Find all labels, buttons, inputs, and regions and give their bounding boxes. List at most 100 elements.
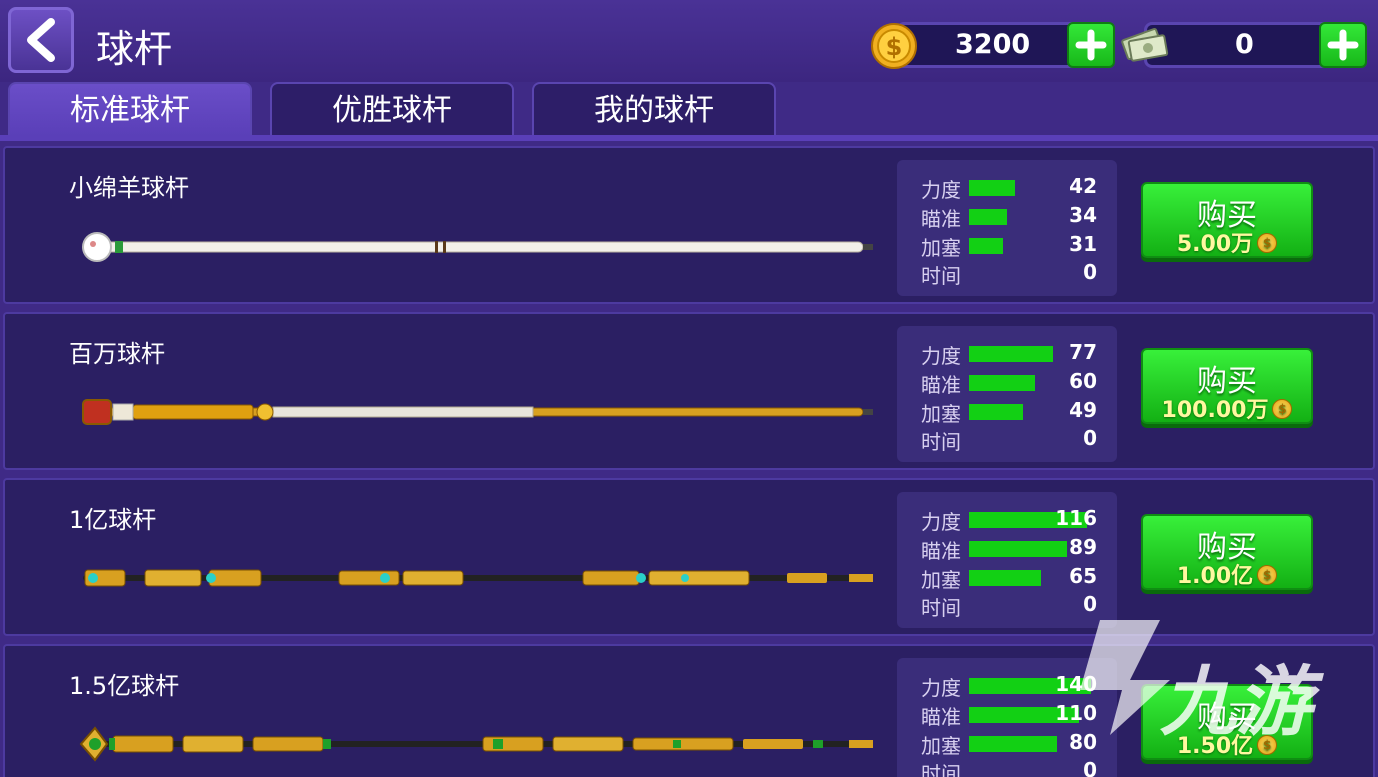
buy-button[interactable]: 购买 100.00万 $ [1141, 348, 1313, 424]
stat-label: 力度 [921, 510, 961, 534]
coin-icon: $ [871, 23, 917, 69]
stat-value: 0 [1083, 592, 1097, 616]
cue-card: 小绵羊球杆 力度 42 瞄准 34 加塞 31 时间 0 购买 5 [3, 146, 1375, 304]
aim-bar [969, 209, 1007, 225]
price-row: 100.00万 $ [1143, 392, 1311, 424]
aim-bar [969, 541, 1067, 557]
stat-value: 0 [1083, 758, 1097, 777]
stat-label: 时间 [921, 596, 961, 620]
stat-power: 力度 77 [897, 340, 1117, 368]
stat-label: 力度 [921, 344, 961, 368]
buy-button[interactable]: 购买 1.00亿 $ [1141, 514, 1313, 590]
stat-label: 瞄准 [921, 705, 961, 729]
power-bar [969, 512, 1087, 528]
spin-bar [969, 238, 1003, 254]
stat-label: 时间 [921, 430, 961, 454]
cue-name: 小绵羊球杆 [69, 174, 189, 202]
stat-value: 42 [1069, 174, 1097, 198]
aim-bar [969, 375, 1035, 391]
buy-label: 购买 [1197, 364, 1257, 399]
coin-icon: $ [1257, 735, 1278, 755]
stat-aim: 瞄准 89 [897, 535, 1117, 563]
cue-card: 百万球杆 力度 77 瞄准 60 加塞 49 时间 0 购买 10 [3, 312, 1375, 470]
cue-card: 1.5亿球杆 力度 140 瞄准 110 加塞 80 [3, 644, 1375, 777]
coin-value: 3200 [955, 29, 1031, 60]
plus-icon [1327, 29, 1359, 61]
stat-power: 力度 140 [897, 672, 1117, 700]
price-row: 5.00万 $ [1143, 226, 1311, 258]
stat-label: 瞄准 [921, 207, 961, 231]
stat-value: 60 [1069, 369, 1097, 393]
coin-icon: $ [1272, 399, 1293, 419]
stats-panel: 力度 140 瞄准 110 加塞 80 时间 0 [897, 658, 1117, 777]
stat-value: 31 [1069, 232, 1097, 256]
page-title: 球杆 [96, 27, 173, 71]
stat-value: 89 [1069, 535, 1097, 559]
stat-spin: 加塞 31 [897, 232, 1117, 260]
stat-value: 116 [1055, 506, 1097, 530]
cash-balance: 0 [1144, 22, 1367, 68]
watermark-logo-icon [1080, 620, 1170, 735]
stat-value: 34 [1069, 203, 1097, 227]
stats-panel: 力度 116 瞄准 89 加塞 65 时间 0 [897, 492, 1117, 628]
stat-power: 力度 116 [897, 506, 1117, 534]
buy-button[interactable]: 购买 1.50亿 $ [1141, 684, 1313, 760]
cue-image [82, 399, 873, 425]
stat-label: 加塞 [921, 734, 961, 758]
top-bar: 球杆 3200 $ 0 [0, 0, 1378, 82]
plus-icon [1075, 29, 1107, 61]
tab-my-cues[interactable]: 我的球杆 [532, 82, 776, 136]
stat-value: 110 [1055, 701, 1097, 725]
tab-underline [0, 135, 1378, 141]
stat-label: 力度 [921, 178, 961, 202]
stat-value: 0 [1083, 426, 1097, 450]
stat-aim: 瞄准 34 [897, 203, 1117, 231]
tab-victory-cues[interactable]: 优胜球杆 [270, 82, 514, 136]
stat-label: 加塞 [921, 402, 961, 426]
buy-label: 购买 [1197, 700, 1257, 735]
cue-name: 1亿球杆 [69, 506, 157, 534]
price: 100.00万 [1161, 398, 1269, 423]
stat-label: 瞄准 [921, 373, 961, 397]
stat-label: 瞄准 [921, 539, 961, 563]
stat-time: 时间 0 [897, 758, 1117, 777]
aim-bar [969, 707, 1079, 723]
add-cash-button[interactable] [1319, 22, 1367, 68]
cash-value: 0 [1235, 29, 1254, 60]
coin-icon: $ [1257, 565, 1278, 585]
cue-name: 百万球杆 [69, 340, 165, 368]
stat-spin: 加塞 49 [897, 398, 1117, 426]
stat-power: 力度 42 [897, 174, 1117, 202]
back-button[interactable] [8, 7, 74, 73]
stat-time: 时间 0 [897, 592, 1117, 620]
stat-label: 加塞 [921, 568, 961, 592]
spin-bar [969, 736, 1057, 752]
cue-image [82, 232, 873, 262]
add-coins-button[interactable] [1067, 22, 1115, 68]
power-bar [969, 346, 1053, 362]
back-arrow-icon [27, 18, 55, 62]
watermark-text: 九游 [1160, 657, 1312, 746]
stat-label: 力度 [921, 676, 961, 700]
stat-time: 时间 0 [897, 426, 1117, 454]
stat-spin: 加塞 65 [897, 564, 1117, 592]
coin-icon: $ [1257, 233, 1278, 253]
stats-panel: 力度 77 瞄准 60 加塞 49 时间 0 [897, 326, 1117, 462]
stat-aim: 瞄准 110 [897, 701, 1117, 729]
stat-value: 49 [1069, 398, 1097, 422]
price: 1.00亿 [1176, 564, 1254, 589]
cue-image [79, 726, 873, 762]
buy-button[interactable]: 购买 5.00万 $ [1141, 182, 1313, 258]
spin-bar [969, 404, 1023, 420]
tab-standard-cues[interactable]: 标准球杆 [8, 82, 252, 136]
buy-label: 购买 [1197, 198, 1257, 233]
price-row: 1.00亿 $ [1143, 558, 1311, 590]
stat-value: 80 [1069, 730, 1097, 754]
svg-text:$: $ [886, 33, 903, 61]
stat-time: 时间 0 [897, 260, 1117, 288]
stat-value: 77 [1069, 340, 1097, 364]
stats-panel: 力度 42 瞄准 34 加塞 31 时间 0 [897, 160, 1117, 296]
stat-spin: 加塞 80 [897, 730, 1117, 758]
price-row: 1.50亿 $ [1143, 728, 1311, 760]
price: 1.50亿 [1176, 734, 1254, 759]
